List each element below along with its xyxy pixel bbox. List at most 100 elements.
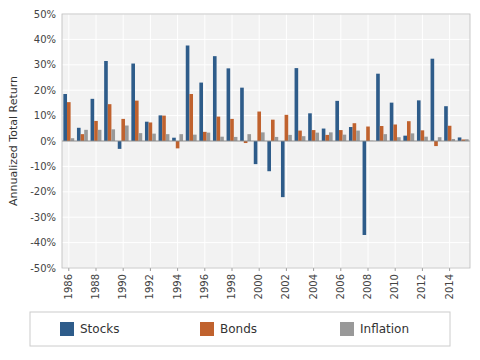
x-tick (96, 268, 97, 271)
bar (213, 56, 217, 141)
bar (125, 126, 129, 141)
bar (94, 121, 98, 141)
bar (121, 119, 125, 141)
y-tick-label: -20% (30, 186, 56, 197)
bar (91, 99, 95, 141)
bar (380, 126, 384, 141)
legend-box (30, 312, 450, 346)
y-tick-label: -30% (30, 212, 56, 223)
y-tick-label: 30% (34, 59, 56, 70)
bar (356, 131, 360, 141)
bar (230, 119, 234, 141)
bar (302, 136, 306, 141)
bar (67, 102, 71, 141)
bar (444, 106, 448, 141)
x-tick (422, 268, 423, 271)
bar (438, 137, 442, 141)
x-tick (204, 268, 205, 271)
x-tick-label: 2014 (444, 274, 455, 299)
x-tick (177, 268, 178, 271)
legend-label: Bonds (220, 322, 257, 336)
bar (199, 83, 203, 141)
bar (434, 141, 438, 146)
x-tick (123, 268, 124, 271)
x-tick (150, 268, 151, 271)
bar (131, 64, 135, 141)
bar (393, 124, 397, 141)
bar (366, 127, 370, 141)
legend-swatch (200, 322, 214, 336)
bar (217, 117, 221, 141)
y-tick-label: 20% (34, 85, 56, 96)
bar (189, 94, 193, 141)
bar (383, 134, 387, 141)
x-tick-label: 1994 (172, 274, 183, 299)
x-tick (395, 268, 396, 271)
x-tick (313, 268, 314, 271)
x-tick-label: 2012 (416, 274, 427, 299)
bar (227, 68, 231, 141)
zero-line (62, 141, 470, 142)
bar (325, 135, 329, 141)
bar (403, 136, 407, 141)
bar (108, 104, 112, 141)
legend-swatch (60, 322, 74, 336)
bar (203, 132, 207, 141)
bar (257, 112, 261, 141)
bar (261, 132, 265, 141)
bar (407, 121, 411, 141)
x-tick-label: 2008 (362, 274, 373, 299)
x-tick-label: 1996 (199, 274, 210, 299)
bar (63, 94, 67, 141)
bar (349, 127, 353, 141)
bar (424, 137, 428, 141)
bars (63, 45, 468, 234)
x-tick-label: 1988 (90, 274, 101, 299)
bar (322, 129, 326, 141)
bar (267, 141, 271, 171)
bar (448, 126, 452, 141)
bar (220, 137, 224, 141)
x-tick-label: 1990 (117, 274, 128, 299)
x-tick-label: 1998 (226, 274, 237, 299)
bar (98, 130, 102, 141)
bar (308, 113, 312, 141)
bar (179, 134, 183, 141)
y-tick-label: -10% (30, 161, 56, 172)
x-tick-label: 2010 (389, 274, 400, 299)
bar (77, 128, 81, 141)
bar (145, 122, 149, 141)
bar (431, 59, 435, 141)
bar (104, 61, 108, 141)
bar (166, 134, 170, 141)
bar (271, 120, 275, 141)
bar (240, 88, 244, 141)
bar (111, 129, 115, 141)
bar (176, 141, 180, 148)
x-tick (232, 268, 233, 271)
bar (376, 74, 380, 141)
bar (159, 115, 163, 141)
y-tick-label: -50% (30, 263, 56, 274)
bar (81, 134, 85, 141)
y-tick-label: 0% (40, 136, 56, 147)
bar (329, 132, 333, 141)
bar (315, 133, 319, 141)
legend-label: Stocks (80, 322, 119, 336)
bar (411, 133, 415, 141)
bar (363, 141, 367, 235)
bar (390, 103, 394, 141)
legend-label: Inflation (360, 322, 409, 336)
bar (139, 133, 143, 141)
x-tick (340, 268, 341, 271)
bar (247, 134, 251, 141)
bar (339, 130, 343, 141)
bar (118, 141, 122, 149)
x-tick (259, 268, 260, 271)
x-tick (68, 268, 69, 271)
bar (353, 123, 357, 141)
bar (417, 100, 421, 141)
bar (343, 135, 347, 141)
y-tick-label: 40% (34, 34, 56, 45)
bar (135, 101, 139, 141)
